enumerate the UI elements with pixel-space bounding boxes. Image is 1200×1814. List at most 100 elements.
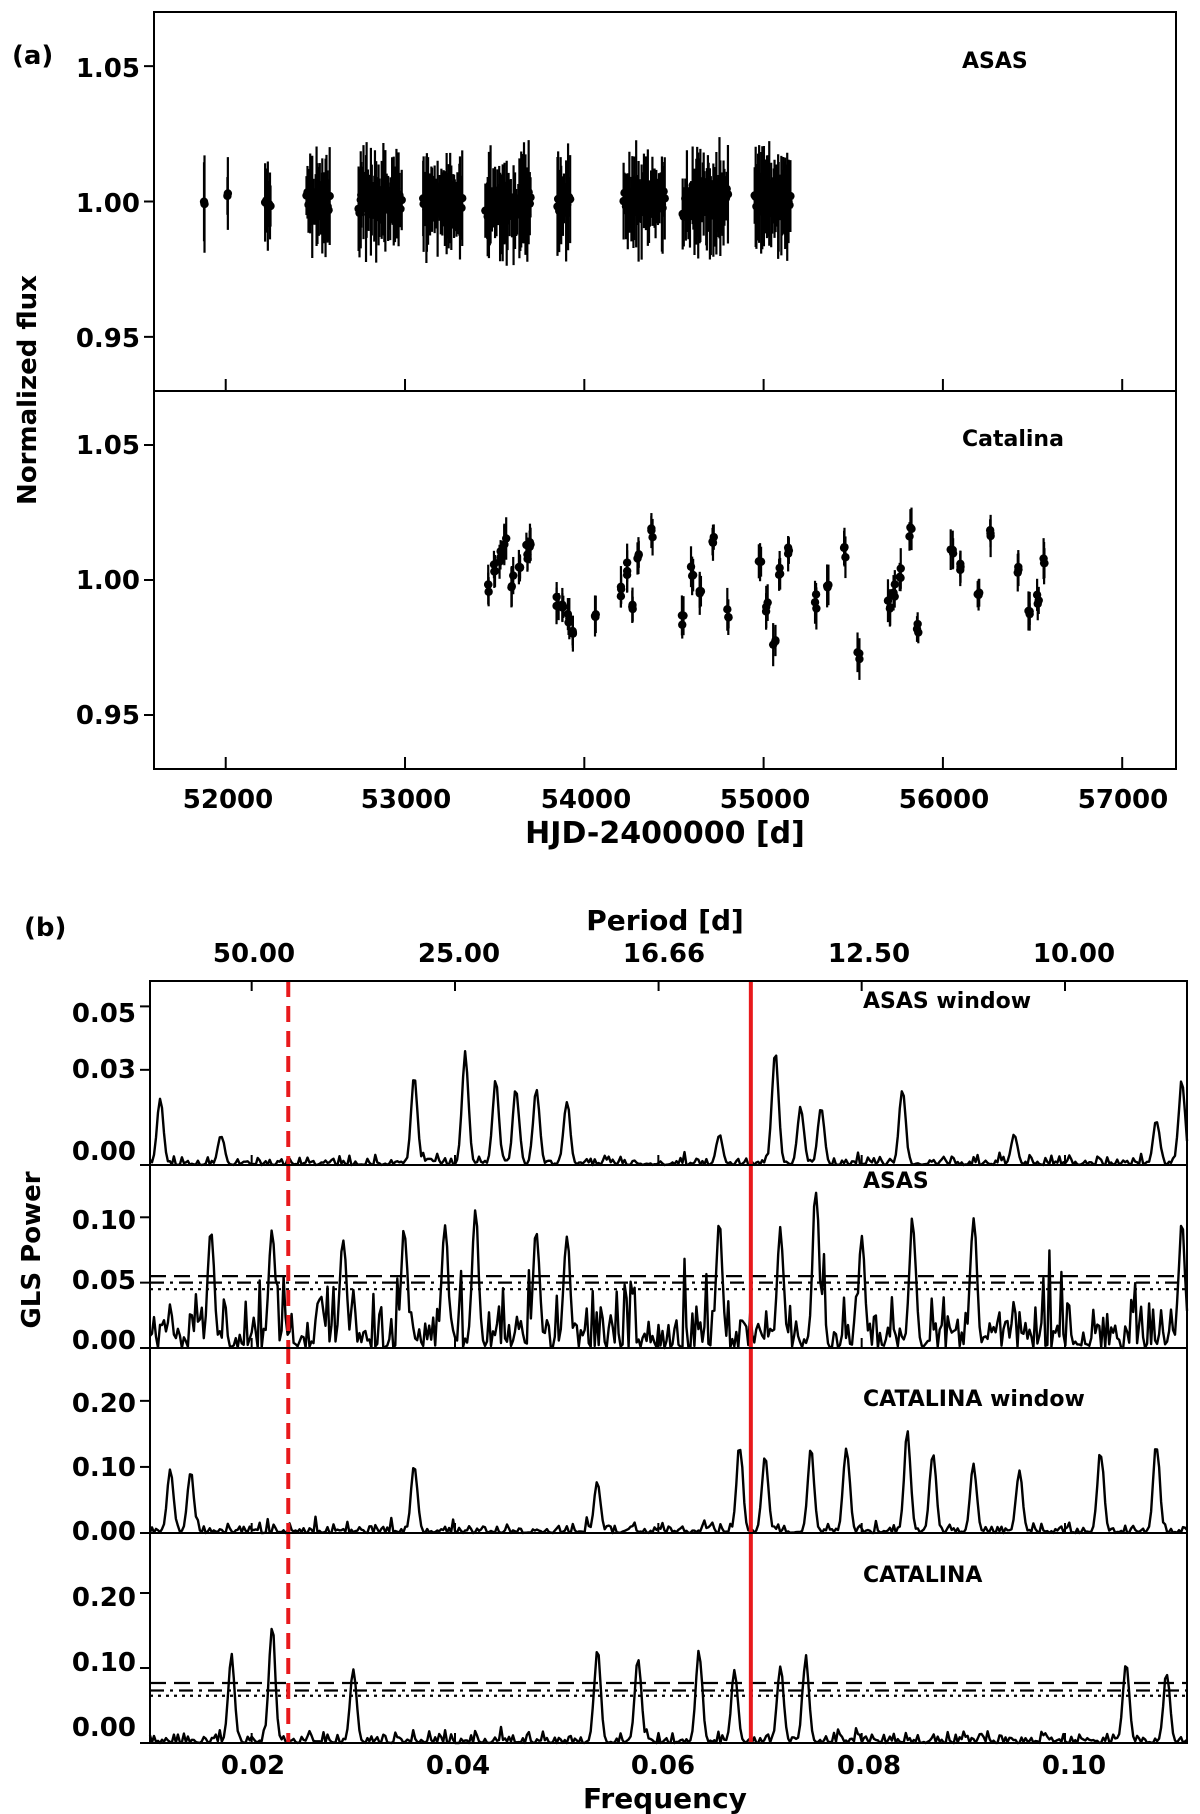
b4-ytick-label: 0.00 (72, 1713, 136, 1743)
asas-point (223, 189, 233, 198)
panel-a-xlabel: HJD-2400000 [d] (525, 816, 805, 851)
catalina-point (616, 582, 626, 591)
subplot-title-catalina-gls: CATALINA (863, 1563, 982, 1588)
catalina-point (559, 602, 568, 612)
catalina-point (591, 610, 600, 619)
asas-point (660, 194, 669, 203)
panel-b-top-axis-label: Period [d] (586, 904, 744, 937)
panel-a-tick-labels: 52000 53000 54000 55000 56000 57000 0.95… (76, 54, 1168, 815)
catalina-point (822, 581, 832, 591)
catalina-point (1025, 609, 1034, 619)
catalina-point (622, 570, 632, 580)
catalina-point (695, 586, 704, 596)
gls-power-curve (148, 1627, 1188, 1745)
gls-power-curve (149, 1191, 1189, 1350)
catalina-point (775, 563, 784, 573)
subplot-title-asas-window: ASAS window (863, 989, 1031, 1014)
catalina-point (648, 533, 657, 542)
asas-point (723, 190, 733, 199)
gls-power-curve (148, 1430, 1188, 1535)
b-xtick-label: 0.02 (221, 1751, 285, 1781)
panel-b-axes-frame (149, 1347, 1188, 1534)
asas-point (526, 193, 535, 202)
a2-ytick-label: 0.95 (76, 701, 140, 731)
panel-b-xlabel: Frequency (583, 1782, 747, 1814)
catalina-point (495, 557, 504, 566)
catalina-point (507, 582, 516, 591)
catalina-point (771, 636, 780, 645)
catalina-point (515, 563, 525, 572)
a-xtick-label: 55000 (720, 785, 810, 815)
catalina-point (634, 550, 643, 559)
catalina-point (1013, 568, 1022, 577)
asas-point (266, 201, 275, 211)
b-top-tick-label: 50.00 (213, 939, 295, 969)
a2-ytick-label: 1.00 (76, 566, 140, 596)
catalina-point (839, 543, 849, 553)
catalina-point (568, 629, 578, 638)
subplot-title-catalina-window: CATALINA window (863, 1387, 1085, 1412)
subplot-title-asas-gls: ASAS (863, 1169, 929, 1194)
b-xtick-label: 0.10 (1042, 1751, 1106, 1781)
b-xtick-label: 0.08 (837, 1751, 901, 1781)
catalina-point (761, 607, 771, 616)
panel-b-label: (b) (24, 913, 66, 943)
asas-point (396, 204, 405, 214)
b4-ytick-label: 0.10 (72, 1648, 136, 1678)
a1-ytick-label: 0.95 (76, 324, 140, 354)
subplot-title-asas: ASAS (962, 49, 1028, 74)
catalina-point (756, 557, 766, 566)
catalina-point (526, 540, 535, 549)
catalina-point (687, 571, 697, 581)
b2-ytick-label: 0.05 (72, 1266, 136, 1296)
panel-a-label: (a) (12, 41, 53, 71)
catalina-point (855, 654, 864, 664)
catalina-point (628, 600, 637, 610)
asas-point (786, 191, 795, 201)
catalina-point (678, 620, 687, 629)
asas-point (565, 194, 575, 204)
panel-b-ylabel: GLS Power (17, 1171, 47, 1328)
asas-point (397, 195, 406, 205)
a-xtick-label: 56000 (899, 785, 989, 815)
catalina-point (490, 566, 500, 576)
b1-ytick-label: 0.03 (72, 1055, 136, 1085)
b-xtick-label: 0.06 (631, 1751, 695, 1781)
panel-b-axes-frame (149, 980, 1188, 1166)
catalina-point (724, 613, 733, 622)
a-xtick-label: 54000 (541, 785, 631, 815)
panel-b-axes-frame (149, 1532, 1188, 1744)
catalina-point (500, 540, 509, 549)
catalina-point (1039, 558, 1049, 568)
catalina-point (1034, 596, 1043, 605)
catalina-point (709, 532, 718, 542)
panel-a-ylabel: Normalized flux (13, 275, 43, 505)
gls-power-curve (149, 1049, 1189, 1167)
b-top-tick-label: 25.00 (418, 939, 500, 969)
a2-ytick-label: 1.05 (76, 431, 140, 461)
catalina-point (885, 603, 895, 612)
chart-frames (140, 11, 1188, 1744)
a1-ytick-label: 1.00 (76, 189, 140, 219)
panel-b-axes-frame (149, 1164, 1188, 1349)
asas-point (458, 193, 467, 203)
catalina-point (946, 545, 955, 554)
catalina-point (985, 526, 995, 535)
catalina-point (509, 571, 518, 580)
b1-ytick-label: 0.00 (72, 1137, 136, 1167)
b-top-tick-label: 16.66 (623, 939, 705, 969)
subplot-title-catalina: Catalina (962, 427, 1064, 452)
panel-b-tick-labels: 0.02 0.04 0.06 0.08 0.10 50.00 25.00 16.… (72, 939, 1115, 1781)
catalina-point (907, 524, 916, 534)
b-top-tick-label: 10.00 (1033, 939, 1115, 969)
catalina-point (686, 562, 696, 571)
catalina-point (784, 546, 794, 555)
catalina-point (484, 580, 493, 589)
b2-ytick-label: 0.00 (72, 1326, 136, 1356)
b-xtick-label: 0.04 (426, 1751, 490, 1781)
asas-point (325, 191, 334, 201)
asas-point (324, 205, 333, 215)
b-top-tick-label: 12.50 (828, 939, 910, 969)
b1-ytick-label: 0.05 (72, 999, 136, 1029)
